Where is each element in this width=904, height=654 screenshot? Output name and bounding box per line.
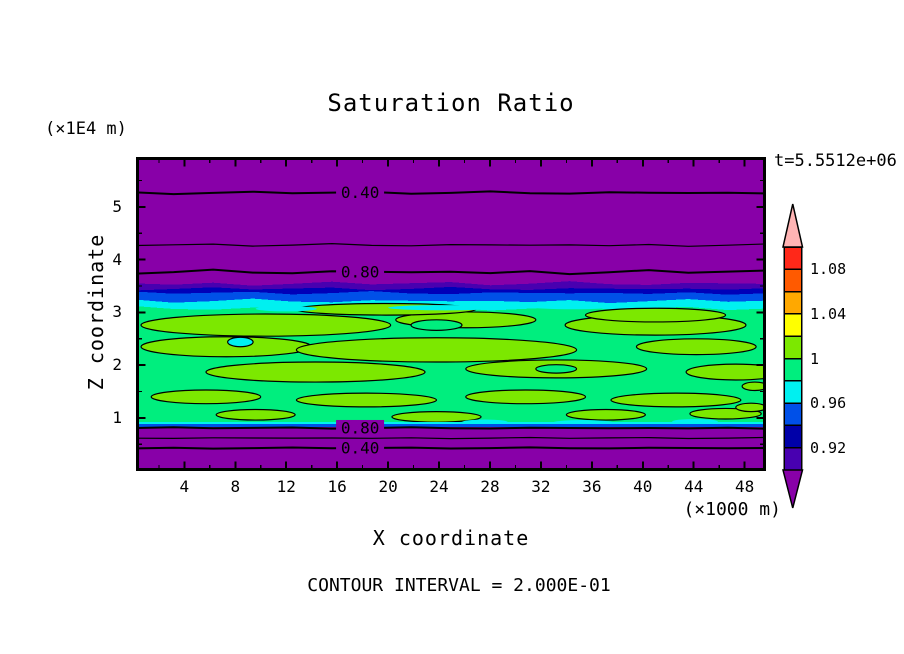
x-tick-label: 36	[582, 477, 602, 496]
x-tick-label: 16	[327, 477, 347, 496]
contour-patch	[741, 381, 766, 392]
y-tick-label: 4	[112, 249, 122, 269]
contour-patch	[532, 305, 614, 310]
contour-line	[136, 426, 766, 430]
colorbar-cell	[783, 313, 803, 337]
colorbar-tick-label: 1.04	[810, 304, 847, 323]
y-axis-unit-label: (×1E4 m)	[45, 119, 127, 139]
contour-plot-area: 0.40 0.80 0.80 0.40	[136, 157, 766, 471]
colorbar-cell	[783, 290, 803, 315]
colorbar-under-arrow	[782, 469, 804, 509]
x-axis-unit-label: (×1000 m)	[683, 499, 781, 520]
contour-patch	[215, 408, 296, 421]
time-annotation: t=5.5512e+06	[774, 151, 897, 171]
contour-label: 0.40	[341, 183, 380, 202]
contour-line	[136, 190, 766, 196]
colorbar-cell	[783, 446, 803, 471]
y-tick-label: 1	[112, 407, 122, 427]
x-tick-label: 48	[735, 477, 755, 496]
contour-line	[136, 436, 766, 440]
contour-label: 0.40	[341, 439, 380, 458]
contour-patch	[535, 364, 578, 374]
contour-label-mask	[336, 184, 385, 201]
contour-patch	[140, 313, 392, 337]
contour-patch	[685, 363, 766, 381]
contour-label-mask	[336, 440, 385, 457]
contour-patch	[388, 305, 503, 311]
contour-patch	[295, 392, 438, 408]
colorbar-cell	[783, 357, 803, 382]
y-tick-label: 3	[112, 302, 122, 322]
x-tick-label: 8	[230, 477, 241, 496]
colorbar-cell	[783, 268, 803, 293]
colorbar-tick-label: 1.08	[810, 260, 847, 279]
x-axis-title: X coordinate	[372, 526, 530, 550]
colorbar-cell	[783, 424, 803, 449]
shade-band	[136, 421, 766, 427]
colorbar-cell	[783, 335, 803, 360]
colorbar	[782, 203, 804, 509]
contour-line	[136, 446, 766, 450]
contour-patch	[227, 336, 254, 348]
x-tick-label: 40	[633, 477, 653, 496]
plot-frame	[136, 157, 766, 471]
y-tick-label: 2	[112, 355, 122, 375]
shade-band	[136, 424, 766, 429]
contour-patch	[140, 336, 313, 358]
colorbar-tick-label: 1	[810, 349, 820, 368]
contour-patch	[635, 338, 757, 356]
contour-line	[136, 268, 766, 276]
contour-interval-note: CONTOUR INTERVAL = 2.000E-01	[307, 575, 611, 596]
contour-patch	[565, 408, 646, 421]
contour-patch	[205, 361, 426, 383]
contour-patch	[295, 337, 578, 363]
contour-patch	[465, 389, 587, 405]
x-tick-label: 44	[684, 477, 704, 496]
colorbar-cell	[783, 402, 803, 427]
x-tick-label: 12	[276, 477, 296, 496]
x-tick-label: 20	[378, 477, 398, 496]
x-tick-label: 28	[480, 477, 500, 496]
chart-title: Saturation Ratio	[327, 89, 575, 117]
colorbar-tick-label: 0.92	[810, 438, 847, 457]
contour-patch	[584, 307, 727, 323]
contour-label-mask	[336, 263, 385, 280]
contour-patch	[150, 389, 262, 405]
colorbar-cell	[783, 380, 803, 404]
shade-band	[136, 306, 766, 429]
contour-line	[136, 242, 766, 247]
contour-patch	[255, 306, 317, 312]
contour-label-mask	[336, 419, 385, 436]
colorbar-over-arrow	[782, 203, 804, 248]
contour-label: 0.80	[341, 262, 380, 281]
colorbar-tick-label: 0.96	[810, 394, 847, 413]
contour-patch	[610, 392, 742, 408]
contour-label: 0.80	[341, 418, 380, 437]
x-tick-label: 4	[179, 477, 190, 496]
y-tick-label: 5	[112, 196, 122, 216]
x-tick-label: 32	[531, 477, 551, 496]
contour-patch	[735, 402, 766, 413]
x-tick-label: 24	[429, 477, 449, 496]
contour-patch	[410, 319, 463, 331]
colorbar-cell	[783, 246, 803, 271]
